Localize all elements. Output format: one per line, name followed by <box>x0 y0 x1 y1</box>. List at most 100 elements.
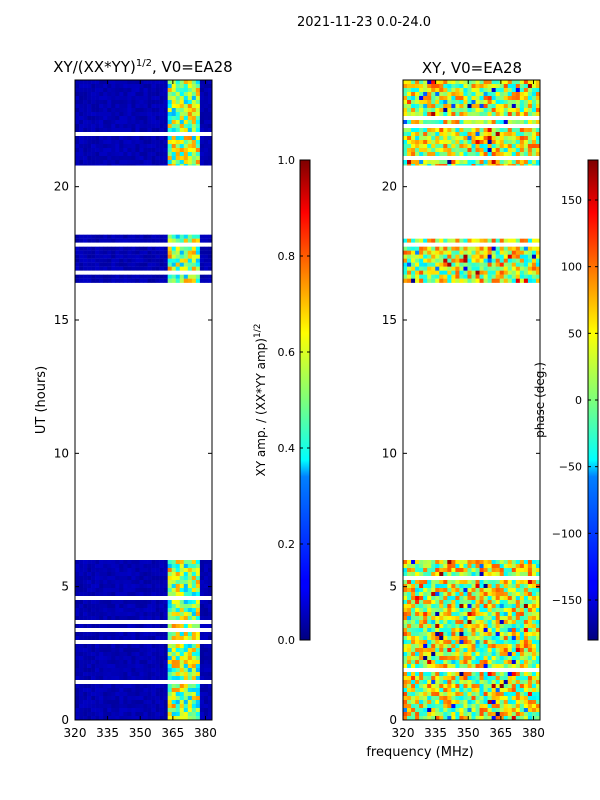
amplitude-heatmap-cell <box>191 584 197 589</box>
phase-heatmap-cell <box>443 564 448 569</box>
amplitude-heatmap-cell <box>131 616 136 621</box>
phase-heatmap-cell <box>423 250 428 255</box>
amplitude-heatmap-cell <box>143 258 148 263</box>
phase-heatmap-cell <box>519 254 525 259</box>
amplitude-heatmap-cell <box>175 580 181 585</box>
amplitude-heatmap-cell <box>111 700 116 705</box>
phase-heatmap-cell <box>527 688 533 693</box>
amplitude-heatmap-cell <box>111 124 116 129</box>
amplitude-heatmap-cell <box>191 688 197 693</box>
amplitude-heatmap-cell <box>203 680 209 685</box>
phase-heatmap-cell <box>499 104 505 109</box>
phase-heatmap-cell <box>523 616 529 621</box>
amplitude-heatmap-cell <box>135 676 140 681</box>
phase-heatmap-cell <box>487 644 492 649</box>
amplitude-heatmap-cell <box>171 136 177 141</box>
amplitude-heatmap-cell <box>159 668 164 673</box>
phase-heatmap-cell <box>423 262 428 267</box>
amplitude-heatmap-cell <box>75 96 80 101</box>
amplitude-heatmap-cell <box>191 620 197 625</box>
phase-heatmap-cell <box>519 140 525 145</box>
amplitude-heatmap-cell <box>171 100 177 105</box>
amplitude-heatmap-cell <box>83 80 88 85</box>
amplitude-heatmap-cell <box>119 652 124 657</box>
phase-heatmap-cell <box>423 612 428 617</box>
amplitude-heatmap-cell <box>79 96 84 101</box>
phase-heatmap-cell <box>491 656 496 661</box>
phase-heatmap-cell <box>495 568 501 573</box>
phase-heatmap-cell <box>447 104 452 109</box>
phase-heatmap-cell <box>447 700 452 705</box>
phase-heatmap-cell <box>463 656 468 661</box>
amplitude-heatmap-cell <box>183 564 189 569</box>
amplitude-heatmap-cell <box>95 692 100 697</box>
amplitude-heatmap-cell <box>99 624 104 629</box>
phase-heatmap-cell <box>467 680 472 685</box>
amplitude-heatmap-cell <box>163 588 168 593</box>
amplitude-heatmap-cell <box>187 234 193 239</box>
phase-heatmap-cell <box>423 564 428 569</box>
phase-heatmap-cell <box>491 580 496 585</box>
phase-heatmap-cell <box>507 258 513 263</box>
amplitude-heatmap-cell <box>195 568 201 573</box>
amplitude-heatmap-cell <box>123 644 128 649</box>
phase-heatmap-cell <box>483 112 488 117</box>
amplitude-heatmap-cell <box>131 108 136 113</box>
amplitude-heatmap-cell <box>171 636 177 641</box>
phase-heatmap-cell <box>451 636 456 641</box>
phase-heatmap-cell <box>511 600 517 605</box>
amplitude-heatmap-cell <box>195 258 201 263</box>
amplitude-heatmap-cell <box>123 270 128 275</box>
amplitude-heatmap-cell <box>167 96 173 101</box>
phase-heatmap-cell <box>407 576 412 581</box>
phase-heatmap-cell <box>427 668 432 673</box>
phase-heatmap-cell <box>487 572 492 577</box>
amplitude-heatmap-cell <box>175 96 181 101</box>
amplitude-heatmap-cell <box>195 696 201 701</box>
phase-heatmap-cell <box>491 696 496 701</box>
amplitude-heatmap-cell <box>151 672 156 677</box>
phase-heatmap-cell <box>479 128 484 133</box>
amplitude-heatmap-cell <box>187 600 193 605</box>
amplitude-heatmap-cell <box>203 664 209 669</box>
phase-heatmap-cell <box>423 120 428 125</box>
amplitude-heatmap-cell <box>91 88 96 93</box>
phase-heatmap-cell <box>411 104 416 109</box>
amplitude-heatmap-cell <box>95 120 100 125</box>
phase-heatmap-cell <box>495 270 501 275</box>
amplitude-heatmap-cell <box>111 644 116 649</box>
phase-heatmap-cell <box>411 274 416 279</box>
phase-heatmap-cell <box>443 624 448 629</box>
amplitude-heatmap-cell <box>159 152 164 157</box>
amplitude-heatmap-cell <box>115 700 120 705</box>
phase-heatmap-cell <box>447 254 452 259</box>
phase-heatmap-cell <box>499 576 505 581</box>
phase-heatmap-cell <box>419 104 424 109</box>
phase-heatmap-cell <box>503 696 509 701</box>
phase-heatmap-cell <box>527 266 533 271</box>
amplitude-y-tick-label: 15 <box>54 313 69 327</box>
phase-heatmap-cell <box>439 640 444 645</box>
amplitude-heatmap-cell <box>119 692 124 697</box>
phase-heatmap-cell <box>419 128 424 133</box>
phase-heatmap-cell <box>407 616 412 621</box>
amplitude-heatmap-cell <box>79 120 84 125</box>
amplitude-heatmap-cell <box>179 250 185 255</box>
phase-heatmap-cell <box>423 580 428 585</box>
amplitude-heatmap-cell <box>147 254 152 259</box>
phase-heatmap-cell <box>431 592 436 597</box>
phase-heatmap-cell <box>403 234 408 239</box>
phase-heatmap-cell <box>447 604 452 609</box>
amplitude-heatmap-cell <box>131 270 136 275</box>
phase-heatmap-cell <box>471 604 476 609</box>
amplitude-heatmap-cell <box>131 560 136 565</box>
amplitude-heatmap-cell <box>183 242 189 247</box>
phase-heatmap-cell <box>479 572 484 577</box>
amplitude-heatmap-cell <box>91 648 96 653</box>
phase-heatmap-cell <box>479 600 484 605</box>
amplitude-heatmap-cell <box>199 112 205 117</box>
phase-heatmap-cell <box>435 120 440 125</box>
phase-heatmap-cell <box>535 84 541 89</box>
phase-heatmap-cell <box>483 600 488 605</box>
phase-heatmap-cell <box>419 604 424 609</box>
